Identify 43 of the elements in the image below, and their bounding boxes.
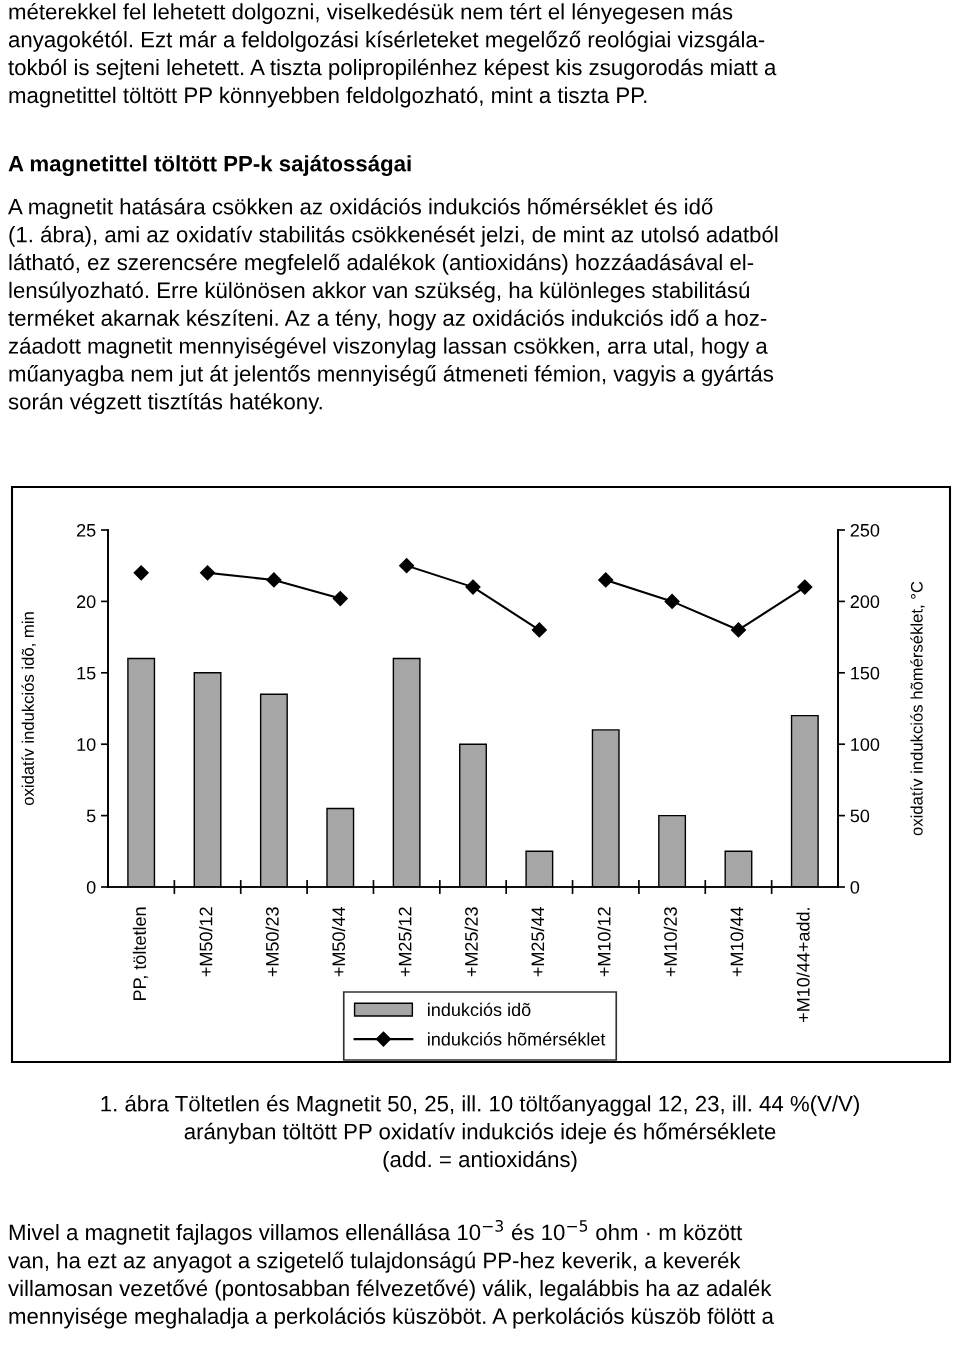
y2-tick-label: 50 [850,809,870,823]
point [797,579,813,595]
text: 1. ábra Töltetlen és Magnetit 50, 25, ill. 10 töltőanyaggal 12, 23, ill. 44 %(V/V) arányban töltött PP oxidatív indukciós ideje és hőmérséklete (add. = antioxidáns) [101,1095,859,1172]
x-tick-label: +M25/44 [530,906,545,977]
x-tick-label: +M10/44+add. [796,908,810,1023]
y-tick-label: 0 [86,880,96,894]
point [266,572,282,588]
y-tick-label: 25 [77,523,96,537]
x-tick-label: +M25/23 [464,907,478,977]
point [465,579,481,595]
x-tick-label: +M50/23 [265,907,279,977]
y2-tick-label: 150 [851,666,880,680]
legend-label: indukciós idõ [428,1002,531,1017]
point [664,593,680,609]
x-tick-label: +M10/44 [730,906,744,977]
x-tick-label: +M50/44 [331,906,346,977]
y-tick-label: 15 [77,666,96,680]
point [199,565,216,581]
text: A magnetittel töltött PP-k sajátosságai [8,155,411,177]
y-tick-label: 10 [77,738,96,751]
y2-tick-label: 100 [851,738,880,751]
x-tick-label: +M10/23 [663,907,677,977]
text: Mivel a magnetit fajlagos villamos ellenállása 10$^{−3}$ és 10$^{−5}$ ohm · m között van, ha ezt az anyagot a szigetelő tulajdonságú PP-hez keverik, a keverék villamosan vezetővé (pontosabban félvezetővé) válik, legalábbis ha az adalék mennyisége meghaladja a perkolációs küszöböt. A perkolációs küszöb fölött a [8,1220,774,1329]
y2-tick-label: 250 [850,523,880,537]
point [598,572,614,588]
point [399,558,415,574]
x-tick-label: +M25/12 [398,907,412,977]
point [730,622,747,638]
y-tick-label: 20 [77,595,96,609]
legend-label: indukciós hõmérséklet [428,1032,606,1046]
x-tick-label: PP, töltetlen [132,907,149,1000]
x-tick-label: +M10/12 [597,907,611,977]
point [332,590,348,607]
y-axis-title: oxidatív indukciós idõ, min [21,612,36,806]
y2-axis-title: oxidatív indukciós hõmérséklet, °C [910,581,925,836]
y2-tick-label: 0 [850,880,860,894]
point [133,565,149,581]
point [531,622,547,638]
y2-tick-label: 200 [850,595,880,609]
text: méterekkel fel lehetett dolgozni, viselkedésük nem tért el lényegesen más anyagokétól. Ezt már a feldolgozási kísérleteket megelőző reológiai vizsgála- tokból is sejteni lehetett. A tiszta polipropilénhez képest kis zsugorodás miatt a magnetittel töltött PP könnyebben feldolgozható, mint a tiszta PP. [8,3,777,108]
y-tick-label: 5 [86,809,96,823]
x-tick-label: +M50/12 [199,907,213,977]
text: A magnetit hatására csökken az oxidációs indukciós hőmérséklet és idő (1. ábra), ami az oxidatív stabilitás csökkenését jelzi, de mint az utolsó adatból látható, ez szerencsére megfelelő adalékok (antioxidáns) hozzáadásával el- lensúlyozható. Erre különösen akkor van szükség, ha különleges stabilitású terméket akarnak készíteni. Az a tény, hogy az oxidációs indukciós idő a hoz- záadott magnetit mennyiségével viszonylag lassan csökken, arra utal, hogy a műanyagba nem jut át jelentős mennyiségű átmeneti fémion, vagyis a gyártás során végzett tisztítás hatékony. [8,198,778,414]
